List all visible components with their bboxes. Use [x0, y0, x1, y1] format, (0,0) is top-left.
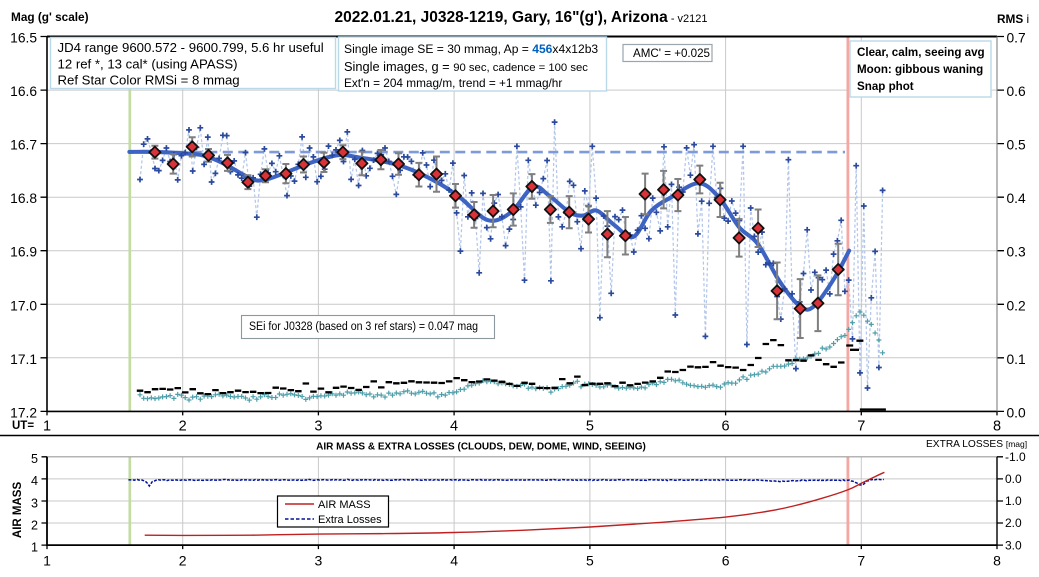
svg-text:6: 6 — [722, 419, 730, 435]
svg-text:0.5: 0.5 — [1007, 138, 1027, 153]
svg-text:0.3: 0.3 — [1007, 245, 1027, 260]
svg-text:AMC' = +0.025: AMC' = +0.025 — [633, 47, 710, 60]
svg-text:Extra Losses: Extra Losses — [318, 514, 382, 526]
svg-text:16.5: 16.5 — [10, 31, 37, 46]
svg-text:6: 6 — [722, 553, 730, 569]
svg-text:5: 5 — [586, 419, 594, 435]
svg-text:4: 4 — [450, 553, 458, 569]
svg-text:AIR MASS: AIR MASS — [12, 482, 24, 539]
svg-text:2022.01.21, J0328-1219, Gary,: 2022.01.21, J0328-1219, Gary, 16"(g'), A… — [334, 9, 707, 26]
svg-text:-1.0: -1.0 — [1005, 450, 1026, 464]
svg-text:1: 1 — [31, 540, 38, 554]
svg-text:1: 1 — [43, 419, 51, 435]
svg-text:16.6: 16.6 — [10, 84, 37, 99]
svg-text:17.1: 17.1 — [10, 352, 37, 367]
svg-text:16.9: 16.9 — [10, 245, 37, 260]
svg-text:2: 2 — [31, 518, 38, 532]
svg-text:16.8: 16.8 — [10, 191, 37, 206]
svg-text:UT=: UT= — [12, 420, 34, 432]
svg-text:5: 5 — [31, 452, 38, 466]
svg-text:17.0: 17.0 — [10, 298, 37, 313]
svg-text:1: 1 — [43, 553, 51, 569]
svg-text:0.7: 0.7 — [1007, 31, 1026, 46]
svg-text:16.7: 16.7 — [10, 138, 37, 153]
svg-text:3.0: 3.0 — [1005, 538, 1022, 552]
svg-text:Snap phot: Snap phot — [857, 80, 914, 93]
svg-text:1.0: 1.0 — [1005, 494, 1022, 508]
svg-text:8: 8 — [993, 419, 1001, 435]
svg-text:12 ref *, 13 cal* (using APASS: 12 ref *, 13 cal* (using APASS) — [58, 57, 238, 72]
svg-text:AIR MASS: AIR MASS — [318, 499, 371, 511]
svg-text:Clear, calm, seeing avg: Clear, calm, seeing avg — [857, 46, 985, 59]
svg-text:JD4 range 9600.572 - 9600.799,: JD4 range 9600.572 - 9600.799, 5.6 hr us… — [58, 40, 324, 55]
svg-text:SEi for J0328 (based on 3 ref: SEi for J0328 (based on 3 ref stars) = 0… — [249, 319, 478, 333]
svg-text:3: 3 — [314, 419, 322, 435]
svg-text:0.1: 0.1 — [1007, 352, 1026, 367]
svg-text:3: 3 — [31, 496, 38, 510]
svg-text:AIR MASS & EXTRA LOSSES (CLOUD: AIR MASS & EXTRA LOSSES (CLOUDS, DEW, DO… — [316, 442, 646, 453]
svg-text:7: 7 — [857, 419, 865, 435]
svg-text:0.4: 0.4 — [1007, 191, 1027, 206]
svg-text:Mag (g' scale): Mag (g' scale) — [11, 10, 89, 24]
svg-text:Ref Star Color RMSi = 8 mmag: Ref Star Color RMSi = 8 mmag — [58, 73, 240, 88]
svg-text:4: 4 — [450, 419, 458, 435]
svg-text:8: 8 — [993, 553, 1001, 569]
svg-text:Single images, g = 90 sec, cad: Single images, g = 90 sec, cadence = 100… — [344, 59, 588, 74]
svg-text:Single image SE = 30 mmag, Ap: Single image SE = 30 mmag, Ap = 456x4x12… — [344, 42, 598, 56]
svg-text:4: 4 — [31, 474, 38, 488]
svg-text:Ext'n = 204 mmag/m, trend = +1: Ext'n = 204 mmag/m, trend = +1 mmag/hr — [344, 76, 562, 90]
svg-text:17.2: 17.2 — [10, 405, 37, 420]
svg-text:2.0: 2.0 — [1005, 516, 1022, 530]
svg-text:7: 7 — [857, 553, 865, 569]
svg-text:0.6: 0.6 — [1007, 84, 1027, 99]
svg-text:EXTRA LOSSES [mag]: EXTRA LOSSES [mag] — [926, 439, 1027, 450]
svg-text:2: 2 — [179, 553, 187, 569]
svg-text:RMS i: RMS i — [997, 12, 1029, 26]
svg-text:5: 5 — [586, 553, 594, 569]
svg-text:Moon: gibbous waning: Moon: gibbous waning — [857, 63, 983, 76]
svg-text:3: 3 — [315, 553, 323, 569]
svg-text:0.2: 0.2 — [1007, 298, 1026, 313]
svg-text:0.0: 0.0 — [1005, 472, 1022, 486]
svg-text:0.0: 0.0 — [1007, 405, 1027, 420]
svg-text:2: 2 — [179, 419, 187, 435]
